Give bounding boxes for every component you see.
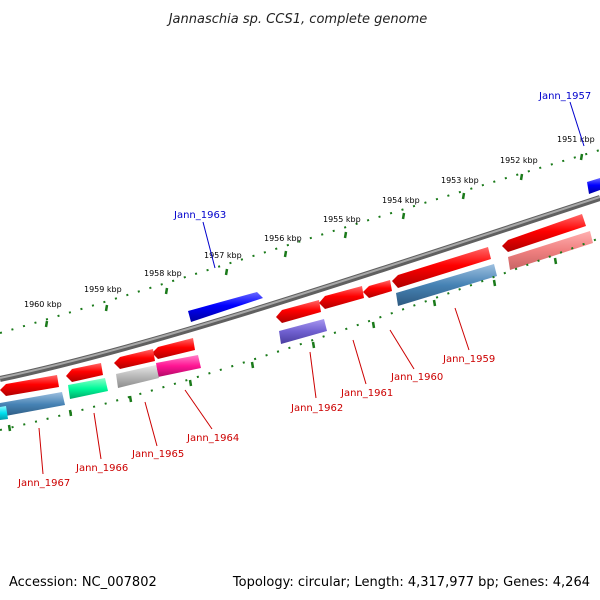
gene-block[interactable]	[116, 365, 159, 388]
gene-block[interactable]	[152, 338, 195, 359]
gene-block[interactable]	[508, 231, 593, 270]
outer-major-ticks	[44, 153, 584, 328]
gene-block[interactable]	[156, 355, 201, 377]
gene-block[interactable]	[363, 280, 392, 298]
tick-label: 1959 kbp	[84, 285, 122, 294]
gene-label-jann-1965[interactable]: Jann_1965	[131, 449, 184, 460]
gene-label-jann-1964[interactable]: Jann_1964	[186, 433, 239, 444]
reverse-genes-row-1	[0, 214, 586, 396]
reverse-gene-labels: Jann_1959 Jann_1960 Jann_1961 Jann_1962 …	[17, 354, 495, 489]
gene-label-jann-1959[interactable]: Jann_1959	[442, 354, 495, 365]
tick-label: 1956 kbp	[264, 234, 302, 243]
gene-block[interactable]	[0, 375, 59, 396]
tick-label: 1951 kbp	[557, 135, 595, 144]
gene-block[interactable]	[114, 349, 155, 369]
tick-label: 1957 kbp	[204, 251, 242, 260]
gene-block[interactable]	[66, 363, 103, 382]
gene-block[interactable]	[0, 392, 65, 417]
tick-label: 1953 kbp	[441, 176, 479, 185]
accession-text: Accession: NC_007802	[9, 575, 157, 590]
gene-block[interactable]	[68, 378, 108, 399]
reverse-leaders	[38, 307, 470, 475]
forward-genes	[188, 178, 600, 322]
map-title: Jannaschia sp. CCS1, complete genome	[166, 12, 428, 27]
gene-block[interactable]	[392, 247, 491, 288]
gene-jann-1957[interactable]	[587, 178, 600, 194]
inner-major-ticks	[7, 257, 558, 432]
gene-block[interactable]	[0, 406, 8, 420]
reverse-genes-row-2	[0, 231, 593, 420]
gene-label-jann-1957[interactable]: Jann_1957	[538, 91, 591, 102]
forward-leaders	[202, 101, 585, 269]
gene-block[interactable]	[276, 300, 321, 323]
genome-backbone	[0, 195, 600, 382]
gene-block[interactable]	[396, 264, 497, 306]
gene-jann-1963[interactable]	[188, 292, 263, 322]
tick-label: 1958 kbp	[144, 269, 182, 278]
tick-label: 1955 kbp	[323, 215, 361, 224]
gene-block[interactable]	[502, 214, 586, 252]
tick-label: 1954 kbp	[382, 196, 420, 205]
ruler-labels: 1951 kbp 1952 kbp 1953 kbp 1954 kbp 1955…	[24, 135, 595, 309]
gene-label-jann-1966[interactable]: Jann_1966	[75, 463, 128, 474]
gene-label-jann-1963[interactable]: Jann_1963	[173, 210, 226, 221]
tick-label: 1960 kbp	[24, 300, 62, 309]
topology-text: Topology: circular; Length: 4,317,977 bp…	[232, 575, 590, 590]
tick-label: 1952 kbp	[500, 156, 538, 165]
gene-label-jann-1967[interactable]: Jann_1967	[17, 478, 70, 489]
gene-label-jann-1961[interactable]: Jann_1961	[340, 388, 393, 399]
gene-block[interactable]	[279, 319, 327, 344]
gene-block[interactable]	[319, 286, 364, 309]
gene-label-jann-1962[interactable]: Jann_1962	[290, 403, 343, 414]
gene-label-jann-1960[interactable]: Jann_1960	[390, 372, 443, 383]
